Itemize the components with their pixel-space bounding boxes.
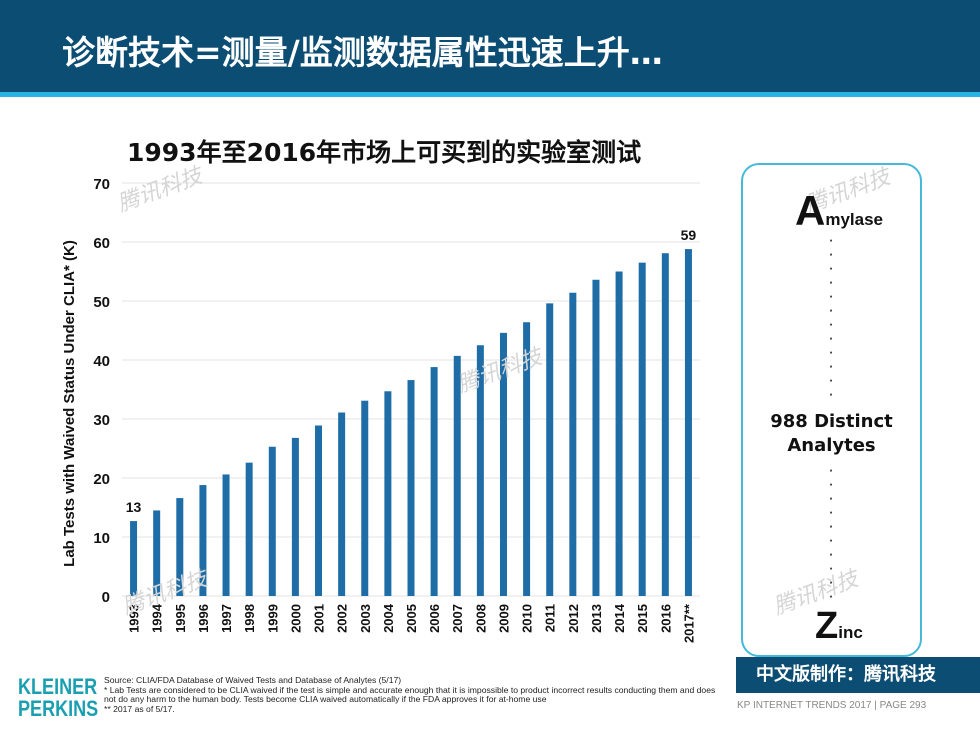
- footnote-clia: * Lab Tests are considered to be CLIA wa…: [104, 684, 716, 705]
- bar: [523, 322, 531, 596]
- header-accent-line: [0, 92, 980, 97]
- first-analyte: Amylase: [795, 187, 883, 235]
- x-tick-label: 2009: [496, 604, 511, 633]
- bar: [291, 437, 299, 596]
- header-bar: [0, 0, 980, 92]
- bar: [684, 249, 692, 596]
- y-tick-label: 10: [93, 530, 110, 547]
- logo-line2: PERKINS: [18, 696, 99, 721]
- bar: [268, 446, 276, 596]
- y-tick-label: 70: [93, 176, 110, 193]
- y-axis-label: Lab Tests with Waived Status Under CLIA*…: [61, 240, 78, 567]
- y-tick-label: 30: [93, 412, 110, 429]
- x-tick-label: 2003: [358, 604, 373, 633]
- x-tick-label: 2013: [589, 604, 604, 633]
- page-footer: KP INTERNET TRENDS 2017 | PAGE 293: [737, 700, 927, 711]
- bar: [361, 400, 369, 596]
- bar: [315, 425, 323, 596]
- analyte-count-line1: 988 Distinct: [770, 411, 893, 432]
- y-tick-label: 40: [93, 353, 110, 370]
- bar: [384, 391, 392, 596]
- x-tick-label: 2007: [450, 604, 465, 633]
- x-tick-label: 2008: [473, 604, 488, 633]
- y-tick-label: 60: [93, 235, 110, 252]
- x-tick-label: 1997: [219, 604, 234, 633]
- data-label: 13: [126, 499, 142, 515]
- bar: [499, 332, 507, 596]
- dots-top: · · · · · · · · · · · ·: [829, 236, 833, 401]
- x-tick-label: 2011: [543, 604, 558, 632]
- bar: [245, 462, 253, 596]
- x-tick-label: 2002: [335, 604, 350, 633]
- bar: [453, 355, 461, 596]
- source-line: Source: CLIA/FDA Database of Waived Test…: [104, 675, 402, 685]
- bar: [130, 521, 138, 596]
- chart-title: 1993年至2016年市场上可买到的实验室测试: [127, 138, 642, 167]
- bar: [430, 367, 438, 596]
- page-title: 诊断技术=测量/监测数据属性迅速上升…: [62, 33, 663, 72]
- kleiner-perkins-logo: KLEINER PERKINS: [18, 674, 99, 721]
- x-tick-label: 1994: [150, 603, 165, 633]
- bar: [338, 412, 346, 596]
- dots-bottom: · · · · · · · · · ·: [829, 466, 833, 603]
- data-label: 59: [681, 227, 697, 243]
- bar: [546, 303, 554, 596]
- x-tick-label: 1999: [265, 604, 280, 633]
- bar: [476, 345, 484, 596]
- x-tick-label: 1995: [173, 604, 188, 633]
- bar: [199, 485, 207, 596]
- analyte-count: 988 Distinct Analytes: [743, 410, 920, 458]
- y-tick-label: 0: [102, 589, 110, 606]
- x-tick-label: 2010: [520, 604, 535, 633]
- last-analyte-rest: inc: [838, 623, 863, 642]
- chinese-edition-badge: 中文版制作：腾讯科技: [736, 657, 980, 693]
- x-tick-label: 2015: [635, 604, 650, 633]
- y-tick-label: 50: [93, 294, 110, 311]
- x-tick-label: 2012: [566, 604, 581, 633]
- last-analyte: Zinc: [815, 605, 863, 648]
- x-tick-label: 2005: [404, 604, 419, 633]
- footnote-2017: ** 2017 as of 5/17.: [104, 703, 175, 714]
- x-tick-label: 2000: [288, 604, 303, 633]
- x-tick-label: 2017**: [681, 603, 696, 643]
- bar: [661, 253, 669, 596]
- analyte-count-line2: Analytes: [787, 435, 876, 456]
- x-tick-label: 2004: [381, 603, 396, 633]
- last-analyte-initial: Z: [815, 605, 839, 647]
- first-analyte-initial: A: [795, 187, 826, 234]
- x-tick-label: 1993: [127, 604, 142, 633]
- bar: [153, 510, 161, 596]
- x-tick-label: 1998: [242, 604, 257, 633]
- x-tick-label: 2001: [312, 604, 327, 633]
- y-tick-label: 20: [93, 471, 110, 488]
- bar: [592, 279, 600, 596]
- x-tick-label: 1996: [196, 604, 211, 633]
- first-analyte-rest: mylase: [825, 210, 884, 229]
- logo-line1: KLEINER: [18, 674, 98, 699]
- bar: [615, 271, 623, 596]
- bar: [407, 380, 415, 596]
- x-tick-label: 2016: [658, 604, 673, 633]
- x-tick-label: 2014: [612, 603, 627, 633]
- x-tick-label: 2006: [427, 604, 442, 633]
- bar: [222, 474, 230, 596]
- bar: [569, 292, 577, 596]
- source-notes: Source: CLIA/FDA Database of Waived Test…: [104, 675, 716, 714]
- analytes-panel: 腾讯科技 Amylase · · · · · · · · · · · · 988 Distinct A…: [741, 163, 922, 657]
- bar: [176, 498, 184, 596]
- bar: [638, 262, 646, 596]
